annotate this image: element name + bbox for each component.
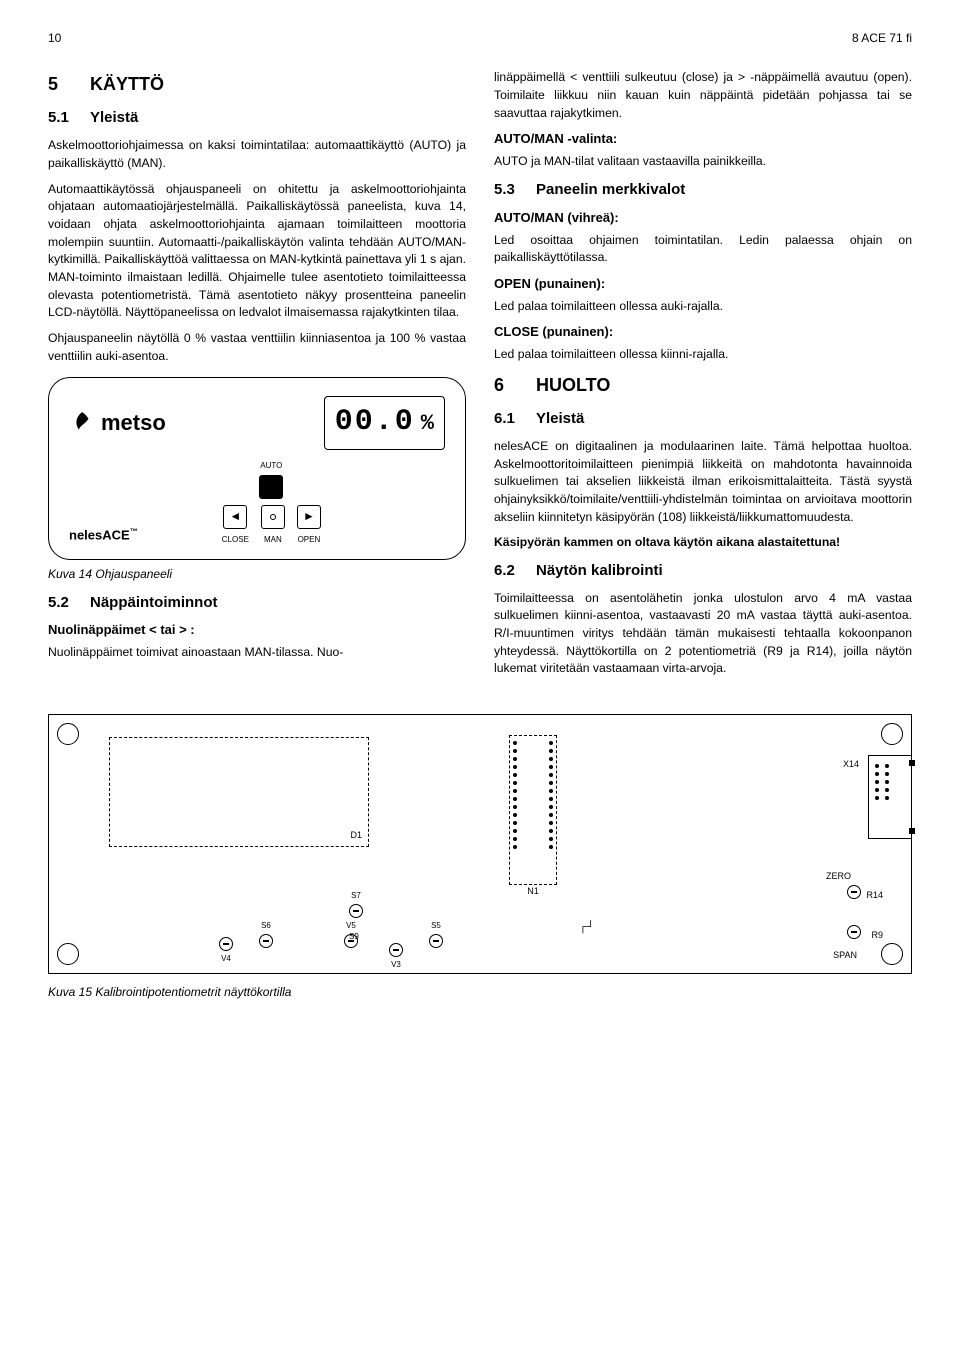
pot-s5: S5 — [429, 920, 443, 948]
right-column: linäppäimellä < venttiili sulkeutuu (clo… — [494, 65, 912, 686]
pin-dots — [513, 741, 517, 849]
section-6-heading: 6HUOLTO — [494, 372, 912, 398]
section-5-3-heading: 5.3Paneelin merkkivalot — [494, 179, 912, 201]
pin-dots — [549, 741, 553, 849]
section-6-2-heading: 6.2Näytön kalibrointi — [494, 560, 912, 582]
man-button[interactable] — [261, 505, 285, 529]
auto-label: AUTO — [260, 460, 282, 472]
sub-brand: nelesACE™ — [69, 526, 138, 545]
lcd-display: 00.0 % — [324, 396, 445, 450]
section-5-heading: 5KÄYTTÖ — [48, 71, 466, 97]
para-cont: linäppäimellä < venttiili sulkeutuu (clo… — [494, 69, 912, 122]
section-5-1-heading: 5.1Yleistä — [48, 107, 466, 129]
pot-s7: S7 — [349, 890, 363, 918]
close-red-para: Led palaa toimilaitteen ollessa kiinni-r… — [494, 346, 912, 364]
figure-15-caption: Kuva 15 Kalibrointipotentiometrit näyttö… — [48, 984, 912, 1001]
para-5-1b: Automaattikäytössä ohjauspaneeli on ohit… — [48, 181, 466, 323]
left-column: 5KÄYTTÖ 5.1Yleistä Askelmoottoriohjaimes… — [48, 65, 466, 686]
open-red-heading: OPEN (punainen): — [494, 275, 912, 294]
pot-r14 — [847, 885, 861, 899]
x14-label: X14 — [843, 758, 859, 771]
para-5-1c: Ohjauspaneelin näytöllä 0 % vastaa ventt… — [48, 330, 466, 365]
arrow-right-button[interactable] — [297, 505, 321, 529]
mounting-hole — [57, 943, 79, 965]
x14-connector: X14 — [868, 755, 912, 839]
mounting-hole — [881, 723, 903, 745]
mounting-hole — [881, 943, 903, 965]
pot-s6: S6 — [259, 920, 273, 948]
open-red-para: Led palaa toimilaitteen ollessa auki-raj… — [494, 298, 912, 316]
d1-area: D1 — [109, 737, 369, 847]
pot-v4: V4 — [219, 937, 233, 965]
circuit-board-figure: D1 N1 X14 ZERO R14 R9 SPAN S7 S6 V4 V5 — [48, 714, 912, 974]
pot-v3: V3 — [389, 943, 403, 971]
automan-para: AUTO ja MAN-tilat valitaan vastaavilla p… — [494, 153, 912, 171]
section-6-1-heading: 6.1Yleistä — [494, 408, 912, 430]
arrow-left-button[interactable] — [223, 505, 247, 529]
automan-green-heading: AUTO/MAN (vihreä): — [494, 209, 912, 228]
brand-logo: metso — [69, 407, 166, 439]
two-column-layout: 5KÄYTTÖ 5.1Yleistä Askelmoottoriohjaimes… — [48, 65, 912, 686]
automan-green-para: Led osoittaa ohjaimen toimintatilan. Led… — [494, 232, 912, 267]
d1-label: D1 — [350, 829, 362, 842]
para-6-1b: Käsipyörän kammen on oltava käytön aikan… — [494, 534, 912, 552]
doc-code: 8 ACE 71 fi — [852, 30, 912, 47]
man-label: MAN — [264, 534, 282, 546]
control-panel-figure: metso 00.0 % nelesACE™ AUTO — [48, 377, 466, 560]
span-label: SPAN — [833, 949, 857, 962]
section-5-2-heading: 5.2Näppäintoiminnot — [48, 592, 466, 614]
para-5-1a: Askelmoottoriohjaimessa on kaksi toimint… — [48, 137, 466, 172]
arrow-keys-para: Nuolinäppäimet toimivat ainoastaan MAN-t… — [48, 644, 466, 662]
zero-label: ZERO — [826, 870, 851, 883]
automan-heading: AUTO/MAN -valinta: — [494, 130, 912, 149]
para-6-2: Toimilaitteessa on asentolähetin jonka u… — [494, 590, 912, 678]
r14-label: R14 — [866, 889, 883, 902]
pot-r9 — [847, 925, 861, 939]
close-red-heading: CLOSE (punainen): — [494, 323, 912, 342]
figure-14-caption: Kuva 14 Ohjauspaneeli — [48, 566, 466, 583]
n1-label: N1 — [527, 885, 539, 898]
close-label: CLOSE — [222, 534, 249, 546]
arrow-keys-heading: Nuolinäppäimet < tai > : — [48, 621, 466, 640]
page-header: 10 8 ACE 71 fi — [48, 30, 912, 47]
auto-button[interactable] — [259, 475, 283, 499]
mounting-hole — [57, 723, 79, 745]
r9-label: R9 — [871, 929, 883, 942]
page-number: 10 — [48, 30, 61, 47]
open-label: OPEN — [298, 534, 321, 546]
bracket-icon: ┌┘ — [579, 920, 595, 936]
para-6-1a: nelesACE on digitaalinen ja modulaarinen… — [494, 438, 912, 526]
metso-icon — [69, 410, 95, 436]
